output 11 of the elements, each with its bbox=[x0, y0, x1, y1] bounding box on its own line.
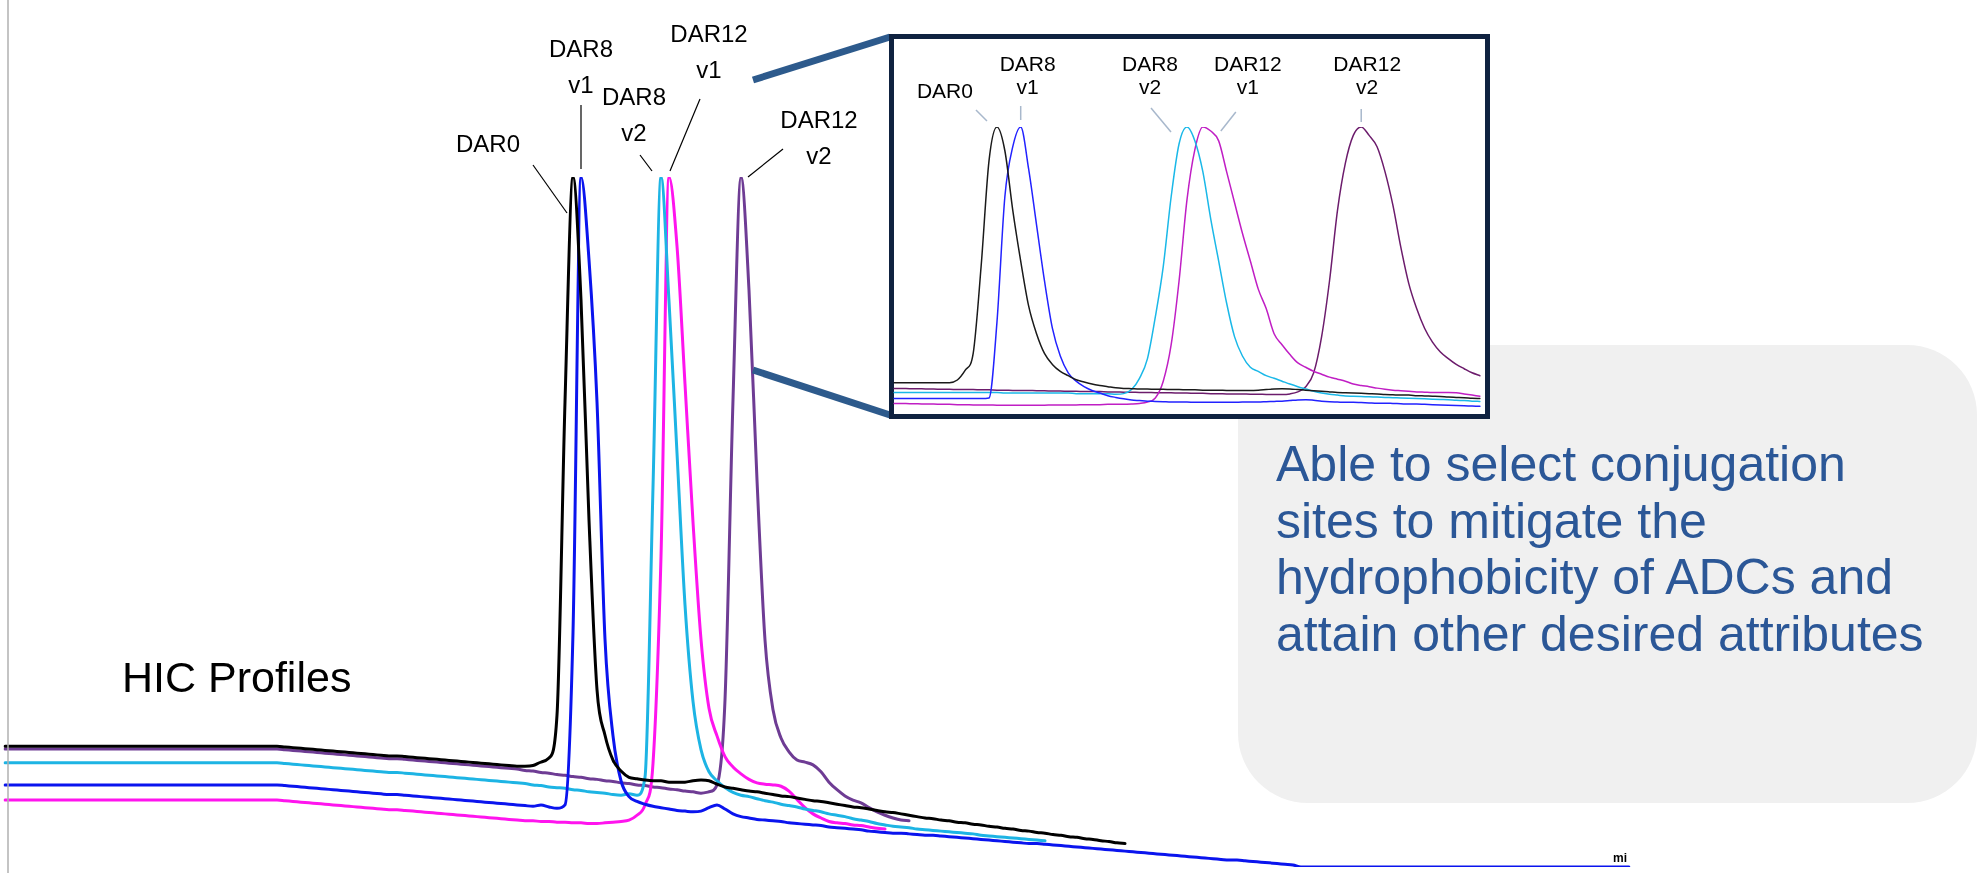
series-label: DAR0 bbox=[916, 78, 973, 102]
annotation: Able to select conjugation sites to mitigate the hydrophobicity of ADCs and attain other desired attributes bbox=[1276, 436, 1925, 662]
series-label: DAR8 v2 bbox=[1121, 51, 1179, 98]
x-axis-title: mi bbox=[1612, 851, 1627, 866]
series-label: DAR12 v2 bbox=[1333, 51, 1402, 98]
series-label: DAR12 v2 bbox=[780, 105, 858, 169]
text: HIC Profiles bbox=[122, 652, 352, 701]
series-label: DAR12 v1 bbox=[1213, 51, 1282, 98]
text: DAR0 bbox=[455, 129, 521, 157]
text: DAR12 v1 bbox=[670, 19, 748, 83]
series-label: DAR8 v1 bbox=[999, 51, 1056, 98]
